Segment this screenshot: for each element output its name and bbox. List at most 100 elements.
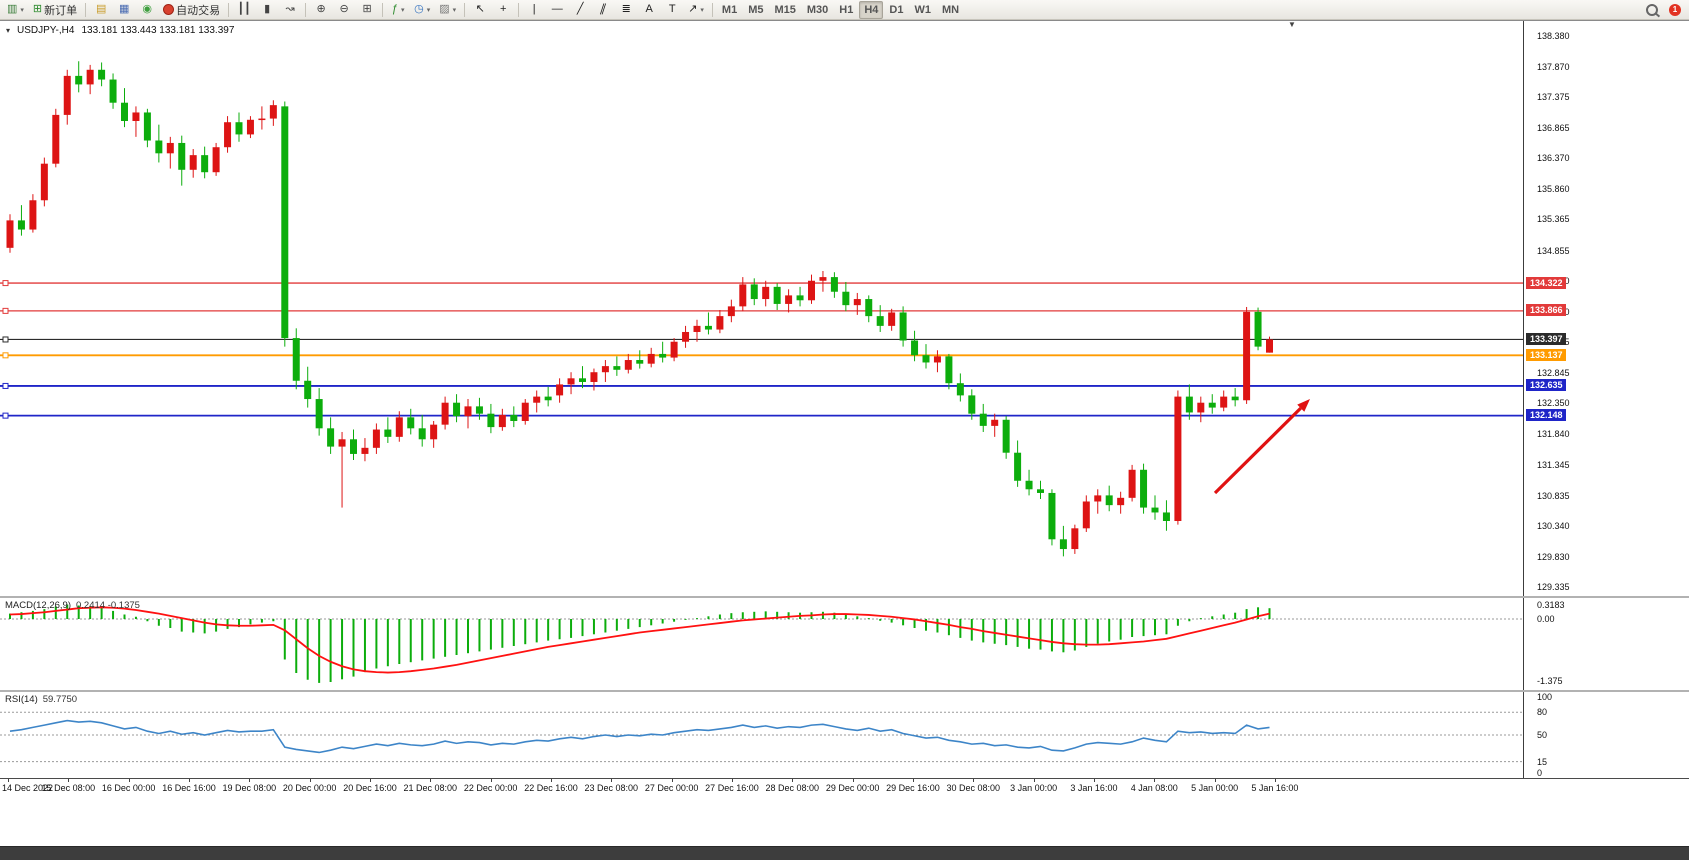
time-axis-tick xyxy=(1033,779,1035,782)
arrows-button-caret[interactable]: ▾ xyxy=(700,6,704,14)
price-tag: 132.635 xyxy=(1526,379,1566,392)
new-order-button[interactable]: ⊞ 新订单 xyxy=(29,1,81,19)
tf-d1-button[interactable]: D1 xyxy=(884,1,908,19)
zoom-in-button[interactable]: ⊕ xyxy=(310,1,332,19)
rsi-label: RSI(14) 59.7750 xyxy=(5,694,77,705)
time-axis-label: 23 Dec 08:00 xyxy=(584,783,639,793)
data-window-button[interactable]: ▦ xyxy=(113,1,135,19)
tile-windows-button-icon: ⊞ xyxy=(362,3,372,15)
tile-windows-button[interactable]: ⊞ xyxy=(356,1,378,19)
arrows-button[interactable]: ↗ ▾ xyxy=(684,1,708,19)
indicators-button[interactable]: ƒ ▾ xyxy=(387,1,409,19)
price-scale-label: 132.350 xyxy=(1537,398,1570,409)
time-axis-label: 3 Jan 16:00 xyxy=(1070,783,1118,793)
new-chart-button[interactable]: ▥ ▾ xyxy=(3,1,28,19)
price-tag: 133.137 xyxy=(1526,348,1566,361)
zoom-out-button[interactable]: ⊖ xyxy=(333,1,355,19)
price-scale-label: 132.845 xyxy=(1537,368,1570,379)
rsi-value: 59.7750 xyxy=(42,694,78,705)
price-scale-label: 137.870 xyxy=(1537,61,1570,72)
rsi-name: RSI(14) xyxy=(5,694,38,705)
macd-scale-label: 0.00 xyxy=(1537,614,1555,624)
time-axis-label: 29 Dec 00:00 xyxy=(825,783,880,793)
text-button[interactable]: A xyxy=(638,1,660,19)
tf-h1-button[interactable]: H1 xyxy=(834,1,858,19)
chart-shift-marker[interactable]: ▼ xyxy=(1288,21,1296,29)
pane-separator[interactable] xyxy=(0,596,1689,598)
main-chart-pane[interactable]: ▾ USDJPY-,H4 133.181 133.443 133.181 133… xyxy=(0,21,1523,596)
time-axis-tick xyxy=(369,779,371,782)
tf-h4-button[interactable]: H4 xyxy=(859,0,884,19)
autotrading-button[interactable]: 自动交易 xyxy=(159,1,224,19)
crosshair-button-icon: + xyxy=(499,3,507,15)
macd-scale[interactable]: 0.3183 0.00 -1.375 xyxy=(1523,598,1689,690)
time-axis-tick xyxy=(671,779,673,782)
cursor-button[interactable]: ↖ xyxy=(469,1,491,19)
text-label-button[interactable]: T xyxy=(661,1,683,19)
chart-candles-button[interactable]: ▮ xyxy=(256,1,278,19)
macd-pane[interactable]: MACD(12,26,9) 0.2414 -0.1375 xyxy=(0,598,1523,690)
market-watch-button[interactable]: ▤ xyxy=(90,1,112,19)
tf-mn-button[interactable]: MN xyxy=(937,1,964,19)
horizontal-line-button-icon: — xyxy=(551,3,563,15)
trendline-button-icon: ╱ xyxy=(576,3,584,15)
toolbar-separator xyxy=(518,2,520,17)
crosshair-button[interactable]: + xyxy=(492,1,514,19)
time-axis[interactable]: 14 Dec 2022 15 Dec 08:00 16 Dec 00:00 16 De… xyxy=(0,778,1689,802)
time-axis-tick xyxy=(68,779,70,782)
toolbar-separator xyxy=(305,2,307,17)
price-scale[interactable]: 138.380 137.870 137.375 136.865 136.370 135.8… xyxy=(1523,21,1689,596)
navigator-button[interactable]: ◉ xyxy=(136,1,158,19)
time-axis-tick xyxy=(611,779,613,782)
pane-separator[interactable] xyxy=(0,690,1689,692)
time-axis-tick xyxy=(1214,779,1216,782)
time-axis-label: 28 Dec 08:00 xyxy=(765,783,820,793)
templates-button-caret[interactable]: ▾ xyxy=(452,6,457,14)
main-chart-canvas[interactable] xyxy=(0,21,1523,596)
chart-bars-button[interactable]: ┃┃ xyxy=(233,1,255,19)
channel-button[interactable]: ∥ xyxy=(592,1,614,19)
tf-w1-button[interactable]: W1 xyxy=(909,1,936,19)
indicators-button-caret[interactable]: ▾ xyxy=(400,6,405,14)
new-chart-button-caret[interactable]: ▾ xyxy=(20,6,24,14)
macd-values: 0.2414 -0.1375 xyxy=(76,600,140,611)
horizontal-line-button[interactable]: — xyxy=(546,1,568,19)
vertical-line-button[interactable]: | xyxy=(523,1,545,19)
cursor-button-icon: ↖ xyxy=(475,3,485,15)
tf-m5-button[interactable]: M5 xyxy=(743,1,768,19)
notifications-badge-icon: 1 xyxy=(1669,3,1681,16)
rsi-pane[interactable]: RSI(14) 59.7750 xyxy=(0,692,1523,778)
time-axis-tick xyxy=(792,779,794,782)
chart-collapse-icon[interactable]: ▾ xyxy=(6,26,11,35)
notifications-badge[interactable]: 1 xyxy=(1664,1,1686,19)
time-axis-label: 5 Jan 16:00 xyxy=(1251,783,1299,793)
rsi-scale-label: 0 xyxy=(1537,768,1543,778)
tf-m1-button[interactable]: M1 xyxy=(717,1,742,19)
rsi-canvas[interactable] xyxy=(0,692,1523,778)
tf-m30-button[interactable]: M30 xyxy=(802,1,833,19)
time-axis-label: 3 Jan 00:00 xyxy=(1010,783,1058,793)
price-tag: 134.322 xyxy=(1526,276,1566,289)
price-scale-label: 130.340 xyxy=(1537,520,1570,531)
chart-line-button[interactable]: ↝ xyxy=(279,1,301,19)
price-scale-label: 136.865 xyxy=(1537,123,1570,133)
tf-m30-button-label: M30 xyxy=(806,3,829,16)
macd-canvas[interactable] xyxy=(0,598,1523,690)
periods-button-caret[interactable]: ▾ xyxy=(426,6,431,14)
fibonacci-button[interactable]: ≣ xyxy=(615,1,637,19)
rsi-scale-label: 80 xyxy=(1537,707,1548,718)
tf-m15-button[interactable]: M15 xyxy=(769,1,800,19)
price-scale-label: 135.860 xyxy=(1537,184,1570,195)
zoom-in-button-icon: ⊕ xyxy=(316,3,326,15)
chart-symbol-period: USDJPY-,H4 xyxy=(17,25,75,36)
time-axis-tick xyxy=(188,779,190,782)
periods-button[interactable]: ◷ ▾ xyxy=(410,1,434,19)
tf-w1-button-label: W1 xyxy=(914,3,931,16)
toolbar-separator xyxy=(464,2,466,17)
search-button[interactable] xyxy=(1641,1,1663,19)
rsi-scale[interactable]: 100 80 50 15 0 xyxy=(1523,692,1689,778)
status-bar xyxy=(0,846,1689,860)
trendline-button[interactable]: ╱ xyxy=(569,1,591,19)
price-scale-label: 129.830 xyxy=(1537,551,1570,562)
templates-button[interactable]: ▨ ▾ xyxy=(435,1,460,19)
